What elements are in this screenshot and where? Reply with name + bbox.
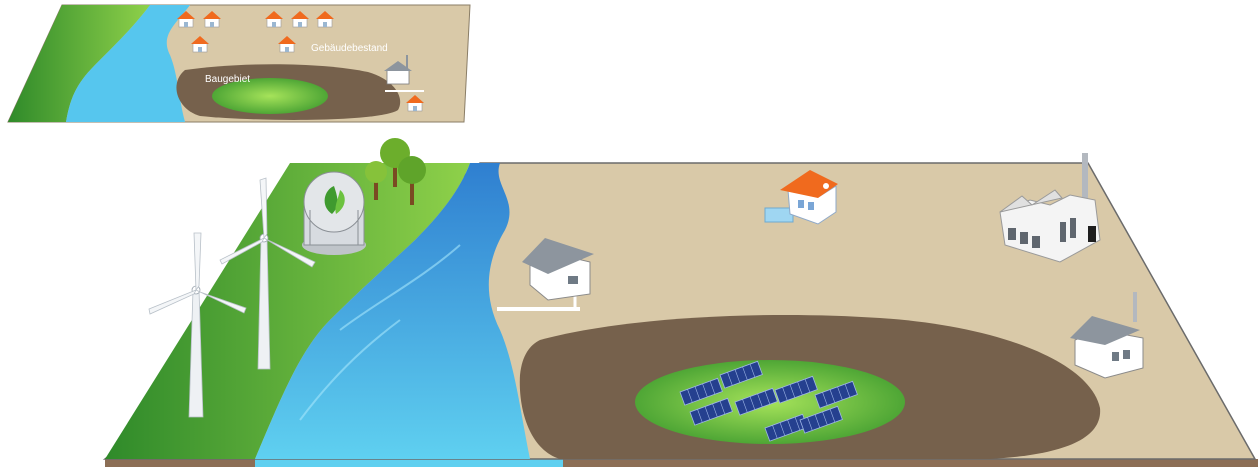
ground-base-river	[255, 459, 563, 467]
tree-icon	[365, 138, 426, 205]
river	[255, 163, 530, 459]
overview-grass	[8, 5, 150, 122]
overview-field	[212, 78, 328, 114]
label-building-stock: Gebäudebestand	[311, 43, 388, 54]
label-building-area: Baugebiet	[205, 74, 250, 85]
overview-map: Baugebiet Gebäudebestand	[7, 4, 471, 123]
ground-base-right	[563, 459, 1258, 467]
house-icon	[764, 170, 838, 225]
main-landscape	[102, 138, 1258, 467]
overview-river	[66, 5, 190, 122]
biogas-plant-icon	[302, 171, 366, 255]
small-heating-plant-icon	[1070, 292, 1144, 379]
wind-turbine-icon	[219, 177, 316, 370]
factory-icon	[999, 153, 1101, 263]
ground-base-left	[105, 459, 255, 467]
overview-heating-plant-icon	[384, 55, 412, 85]
wind-turbine-icon	[148, 232, 247, 418]
heating-plant-icon	[522, 238, 594, 301]
